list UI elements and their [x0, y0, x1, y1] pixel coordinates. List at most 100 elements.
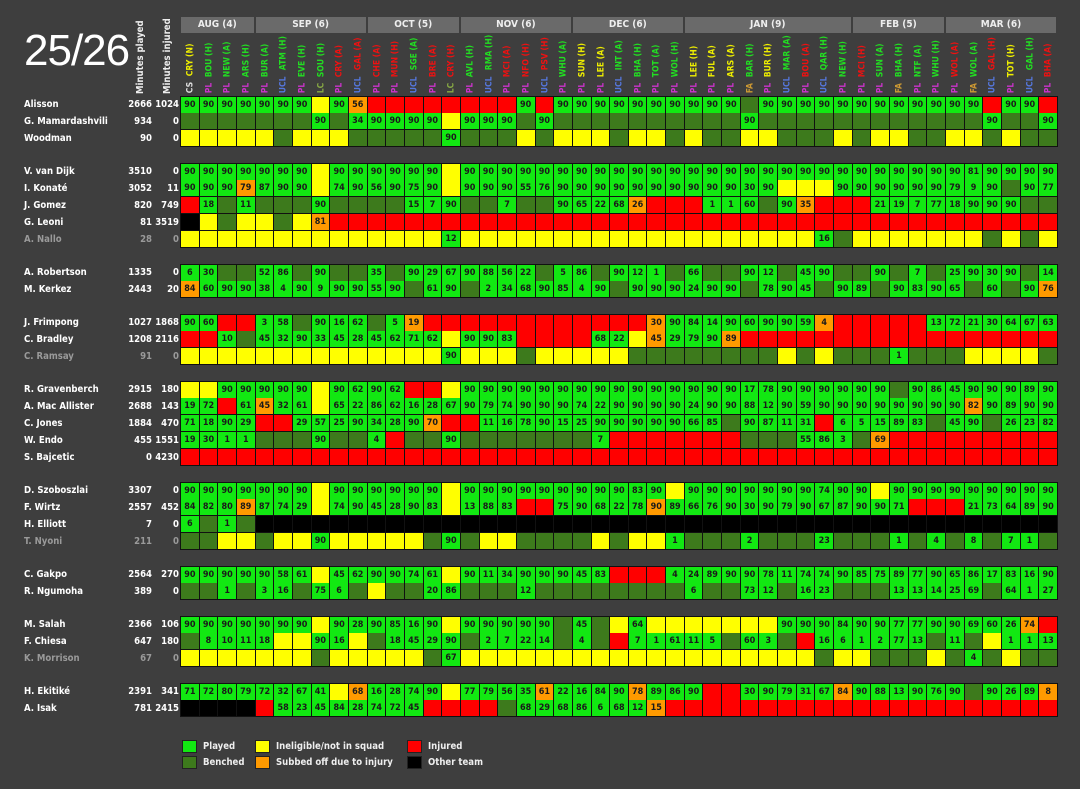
- minutes-injured: 3519: [155, 217, 179, 228]
- injured-cell: [740, 214, 759, 230]
- benched-cell: [591, 113, 610, 129]
- ineligible-cell: [964, 348, 983, 364]
- played-cell: 90: [591, 483, 610, 499]
- played-cell: 90: [722, 180, 740, 196]
- injured-cell: [386, 97, 404, 113]
- injured-cell: [498, 449, 516, 465]
- played-cell: 28: [386, 415, 404, 431]
- competition-label: UCL: [614, 76, 625, 94]
- subbed-injury-cell: 19: [404, 315, 423, 331]
- played-cell: 69: [964, 617, 983, 633]
- played-cell: 13: [908, 633, 927, 649]
- played-cell: 55: [796, 432, 815, 448]
- injured-cell: [852, 315, 871, 331]
- played-cell: 90: [1020, 180, 1039, 196]
- opponent-label: WHU (H): [931, 39, 942, 77]
- played-cell: 90: [479, 617, 498, 633]
- ineligible-cell: [218, 533, 236, 549]
- minutes-injured: 0: [173, 536, 179, 547]
- benched-cell: [218, 197, 236, 213]
- played-cell: 65: [946, 567, 964, 583]
- played-cell: 73: [983, 499, 1002, 515]
- played-cell: 75: [404, 180, 423, 196]
- ineligible-cell: [722, 650, 740, 666]
- player-row: H. Elliott 7 0 6 1: [0, 516, 1080, 533]
- benched-cell: [852, 432, 871, 448]
- ineligible-cell: [666, 650, 684, 666]
- played-cell: 90: [330, 281, 348, 297]
- benched-cell: [460, 533, 479, 549]
- other-team-cell: [516, 516, 535, 532]
- ineligible-cell: [199, 231, 218, 247]
- played-cell: 83: [591, 567, 610, 583]
- played-cell: 90: [1002, 164, 1020, 180]
- injured-cell: [834, 315, 852, 331]
- played-cell: 90: [554, 483, 572, 499]
- injured-cell: [274, 449, 292, 465]
- played-cell: 17: [740, 382, 759, 398]
- played-cell: 11: [684, 633, 703, 649]
- injured-cell: [666, 432, 684, 448]
- ineligible-cell: [666, 483, 684, 499]
- ineligible-cell: [796, 231, 815, 247]
- played-cell: 84: [591, 684, 610, 700]
- competition-label: PL: [334, 82, 345, 94]
- played-cell: 71: [890, 499, 908, 515]
- played-cell: 1: [852, 633, 871, 649]
- subbed-injury-cell: 84: [834, 684, 852, 700]
- played-cell: 90: [516, 382, 535, 398]
- player-name: R. Ngumoha: [24, 586, 83, 597]
- injured-cell: [647, 449, 666, 465]
- ineligible-cell: [367, 583, 386, 599]
- played-cell: 64: [628, 617, 647, 633]
- played-cell: 6: [834, 633, 852, 649]
- played-cell: 62: [348, 315, 367, 331]
- played-cell: 22: [591, 398, 610, 414]
- injured-cell: [740, 449, 759, 465]
- played-cell: 90: [479, 382, 498, 398]
- ineligible-cell: [236, 348, 255, 364]
- ineligible-cell: [479, 533, 498, 549]
- played-cell: 90: [255, 164, 274, 180]
- played-cell: 90: [1020, 97, 1039, 113]
- benched-cell: [1020, 231, 1039, 247]
- minutes-injured: 0: [173, 267, 179, 278]
- opponent-label: MCI (H): [857, 44, 868, 77]
- benched-cell: [292, 197, 311, 213]
- played-cell: 90: [871, 180, 890, 196]
- played-cell: 21: [964, 315, 983, 331]
- injured-cell: [927, 700, 946, 716]
- competition-label: PL: [297, 82, 308, 94]
- played-cell: 90: [236, 382, 255, 398]
- match-column-header: UCL SGE (A): [405, 35, 424, 94]
- played-cell: 90: [983, 113, 1002, 129]
- minutes-injured: 0: [173, 485, 179, 496]
- injured-cell: [386, 449, 404, 465]
- played-cell: 80: [218, 499, 236, 515]
- match-header-row: CS CRY (N) PL BOU (H) PL NEW (A) PL ARS (H) PL BU…: [181, 35, 1058, 94]
- ineligible-cell: [1002, 348, 1020, 364]
- played-cell: 14: [703, 315, 722, 331]
- played-cell: 90: [666, 97, 684, 113]
- injured-cell: [292, 449, 311, 465]
- played-cell: 7: [908, 197, 927, 213]
- benched-cell: [890, 650, 908, 666]
- played-cell: 79: [479, 684, 498, 700]
- benched-cell: [927, 633, 946, 649]
- benched-cell: [796, 533, 815, 549]
- match-column-header: PL BOU (H): [200, 35, 219, 94]
- match-column-header: UCL GAL (H): [983, 35, 1002, 94]
- played-cell: 90: [498, 113, 516, 129]
- other-team-cell: [386, 516, 404, 532]
- played-cell: 90: [628, 382, 647, 398]
- played-cell: 90: [983, 483, 1002, 499]
- played-cell: 45: [330, 567, 348, 583]
- minutes-played: 0: [146, 452, 152, 463]
- injured-cell: [740, 331, 759, 347]
- injured-cell: [983, 432, 1002, 448]
- opponent-label: TOT (A): [651, 44, 662, 77]
- played-cell: 90: [927, 567, 946, 583]
- ineligible-cell: [554, 348, 572, 364]
- ineligible-cell: [367, 231, 386, 247]
- injured-cell: [946, 449, 964, 465]
